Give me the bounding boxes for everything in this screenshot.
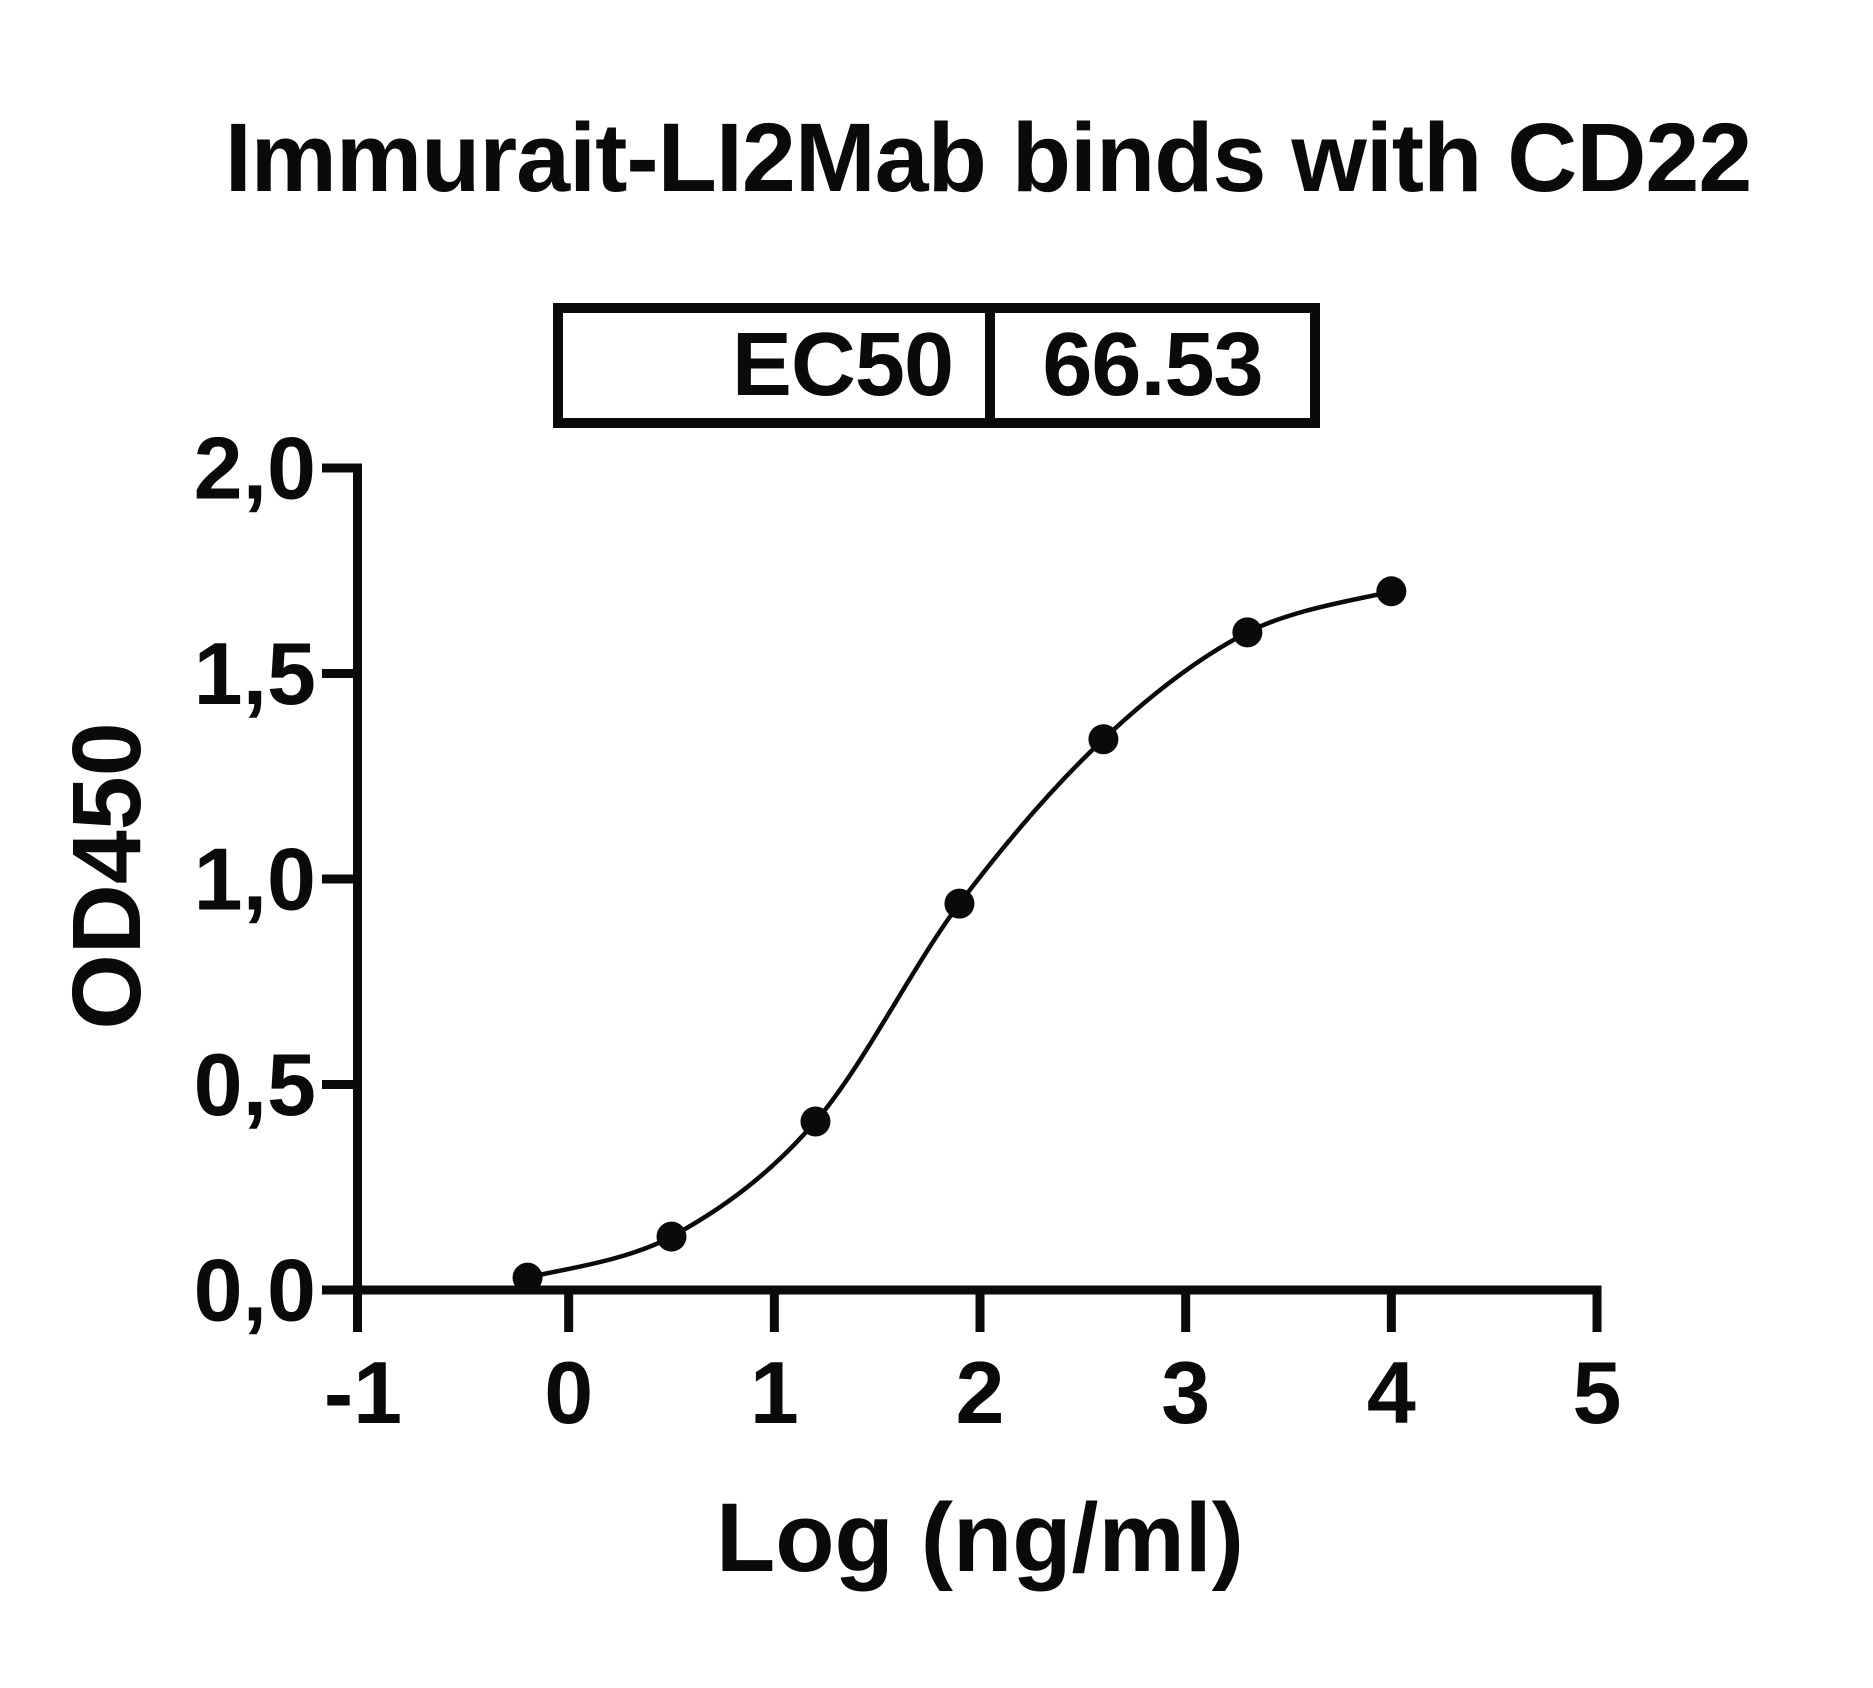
- y-tick-label: 0,5: [194, 1035, 316, 1134]
- fit-curve: [526, 589, 1392, 1280]
- y-tick-label: 2,0: [194, 419, 316, 518]
- y-tick-label: 0,0: [194, 1241, 316, 1340]
- data-point-marker: [1232, 617, 1263, 648]
- data-point-marker: [512, 1262, 543, 1293]
- ec50-value-cell: 66.53: [1042, 315, 1263, 415]
- y-tick-label: 1,0: [194, 830, 316, 929]
- data-point-marker: [800, 1106, 831, 1137]
- x-tick-label: 1: [750, 1343, 799, 1442]
- ec50-table: EC50 66.53: [553, 303, 1320, 428]
- x-tick-label: 2: [956, 1343, 1005, 1442]
- data-point-marker: [1376, 576, 1407, 607]
- data-point-marker: [1088, 724, 1119, 755]
- y-axis-title: OD450: [52, 722, 161, 1030]
- x-tick-label: 3: [1161, 1343, 1210, 1442]
- x-axis-title: Log (ng/ml): [716, 1483, 1244, 1592]
- data-point-marker: [944, 888, 975, 919]
- x-tick-label: 0: [544, 1343, 593, 1442]
- chart-title: Immurait-LI2Mab binds with CD22: [224, 103, 1753, 212]
- x-tick-label: -1: [324, 1343, 402, 1442]
- ec50-label-cell: EC50: [563, 313, 995, 418]
- y-tick-label: 1,5: [194, 624, 316, 723]
- x-tick-label: 5: [1573, 1343, 1622, 1442]
- data-point-marker: [656, 1221, 687, 1252]
- x-tick-label: 4: [1367, 1343, 1416, 1442]
